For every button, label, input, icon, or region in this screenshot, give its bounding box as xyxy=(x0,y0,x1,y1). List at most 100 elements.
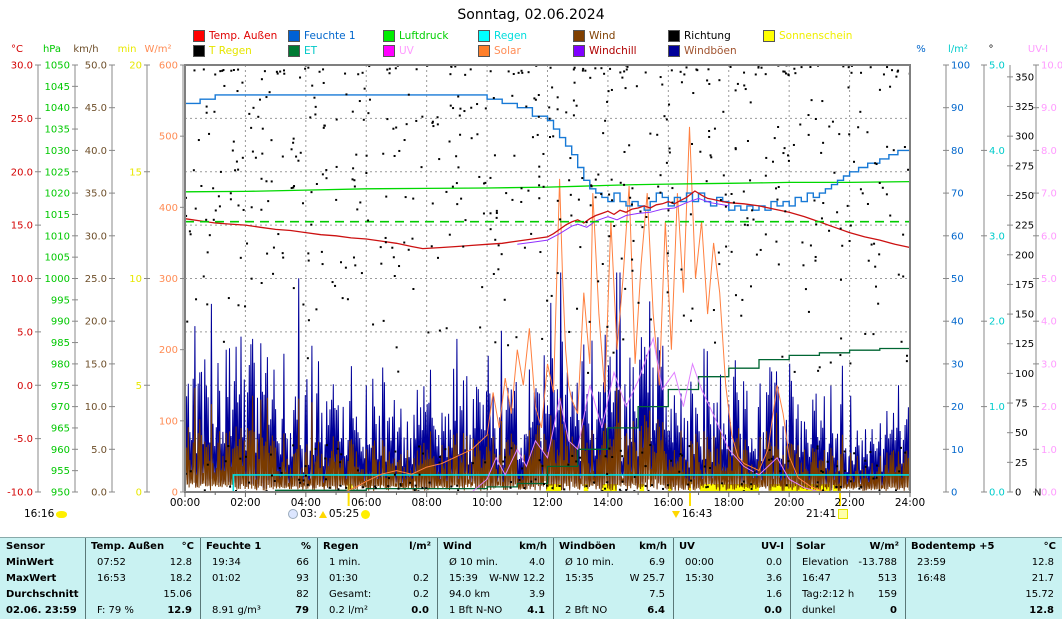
tick-label: 40.0 xyxy=(85,146,107,157)
direction-dot xyxy=(606,326,608,328)
direction-dot xyxy=(223,85,225,87)
direction-dot xyxy=(494,239,496,241)
direction-dot xyxy=(828,230,830,232)
axis-unit-UV-I: UV-I xyxy=(1028,44,1048,55)
direction-dot xyxy=(546,485,548,487)
direction-dot xyxy=(735,294,737,296)
sunrise-arrow-icon xyxy=(319,511,327,518)
table-cell-value: 1.6 xyxy=(708,587,782,603)
direction-dot xyxy=(431,122,433,124)
direction-dot xyxy=(397,488,399,490)
direction-dot xyxy=(292,142,294,144)
direction-dot xyxy=(568,331,570,333)
direction-dot xyxy=(781,356,783,358)
direction-dot xyxy=(681,81,683,83)
direction-dot xyxy=(398,265,400,267)
direction-dot xyxy=(221,70,223,72)
direction-dot xyxy=(714,128,716,130)
tick-label: 1010 xyxy=(45,231,70,242)
tick-label: 0.0 xyxy=(989,488,1005,499)
direction-dot xyxy=(817,445,819,447)
table-cell-label: 1 min. xyxy=(329,555,403,571)
tick-label: 30 xyxy=(951,359,964,370)
direction-dot xyxy=(354,264,356,266)
direction-dot xyxy=(878,253,880,255)
direction-dot xyxy=(262,128,264,130)
moon-time-label: 03: xyxy=(300,508,317,520)
direction-dot xyxy=(860,486,862,488)
direction-dot xyxy=(559,218,561,220)
axis-unit-km/h: km/h xyxy=(73,44,98,55)
direction-dot xyxy=(858,488,860,490)
direction-dot xyxy=(604,488,606,490)
direction-dot xyxy=(788,160,790,162)
tick-label: 10.0 xyxy=(11,274,33,285)
direction-dot xyxy=(501,253,503,255)
table-cell-value: 7.5 xyxy=(589,587,665,603)
direction-dot xyxy=(437,123,439,125)
direction-dot xyxy=(205,219,207,221)
direction-dot xyxy=(865,466,867,468)
direction-dot xyxy=(611,456,613,458)
direction-dot xyxy=(257,116,259,118)
direction-dot xyxy=(511,95,513,97)
direction-dot xyxy=(305,475,307,477)
direction-dot xyxy=(573,114,575,116)
direction-dot xyxy=(573,68,575,70)
direction-dot xyxy=(844,451,846,453)
direction-dot xyxy=(731,251,733,253)
table-cell-value: 159 xyxy=(825,587,898,603)
table-header: Sensor xyxy=(6,539,51,555)
direction-dot xyxy=(238,204,240,206)
direction-dot xyxy=(817,370,819,372)
table-column-divider xyxy=(85,538,86,619)
direction-dot xyxy=(380,246,382,248)
direction-dot xyxy=(476,133,478,135)
direction-dot xyxy=(820,152,822,154)
direction-dot xyxy=(395,67,397,69)
tick-label: 6.0 xyxy=(1041,231,1057,242)
direction-dot xyxy=(775,241,777,243)
direction-dot xyxy=(815,118,817,120)
direction-dot xyxy=(463,110,465,112)
tick-label: 175 xyxy=(1015,280,1034,291)
direction-dot xyxy=(476,103,478,105)
direction-dot xyxy=(552,135,554,137)
direction-dot xyxy=(735,148,737,150)
tick-label: 50 xyxy=(1015,428,1028,439)
direction-dot xyxy=(678,471,680,473)
direction-dot xyxy=(659,192,661,194)
direction-dot xyxy=(667,252,669,254)
direction-dot xyxy=(877,303,879,305)
direction-dot xyxy=(608,235,610,237)
direction-dot xyxy=(619,71,621,73)
direction-dot xyxy=(579,457,581,459)
direction-dot xyxy=(380,263,382,265)
direction-dot xyxy=(662,488,664,490)
direction-dot xyxy=(385,241,387,243)
direction-dot xyxy=(359,100,361,102)
direction-dot xyxy=(841,245,843,247)
table-cell-value: 93 xyxy=(235,571,309,587)
direction-dot xyxy=(403,242,405,244)
direction-dot xyxy=(836,465,838,467)
x-tick-label: 24:00 xyxy=(895,497,925,509)
direction-dot xyxy=(421,116,423,118)
tick-label: -10.0 xyxy=(7,488,33,499)
direction-dot xyxy=(449,141,451,143)
direction-dot xyxy=(772,161,774,163)
direction-dot xyxy=(497,268,499,270)
direction-dot xyxy=(293,138,295,140)
direction-dot xyxy=(648,197,650,199)
direction-dot xyxy=(737,83,739,85)
direction-dot xyxy=(651,484,653,486)
direction-dot xyxy=(344,73,346,75)
direction-dot xyxy=(606,473,608,475)
direction-dot xyxy=(769,449,771,451)
direction-dot xyxy=(645,485,647,487)
tick-label: 250 xyxy=(1015,191,1034,202)
direction-dot xyxy=(567,464,569,466)
direction-dot xyxy=(611,179,613,181)
direction-dot xyxy=(840,228,842,230)
series-feuchte-1 xyxy=(185,95,910,210)
